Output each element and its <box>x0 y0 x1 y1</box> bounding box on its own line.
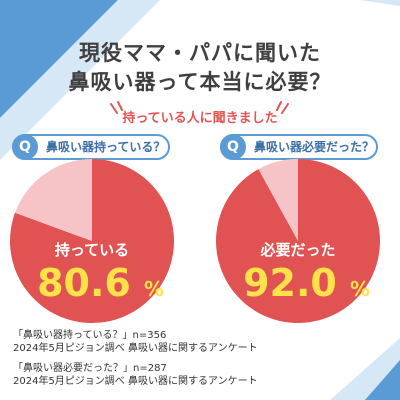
footnote-source-have: 2024年5月ピジョン調べ 鼻吸い器に関するアンケート <box>13 343 258 354</box>
pie-unit-needed: % <box>350 277 370 301</box>
pie-label-have: 持っている <box>55 241 129 259</box>
pie-label-needed: 必要だった <box>259 241 335 259</box>
pie-value-have: 80.6 <box>37 261 131 305</box>
question-text-have: 鼻吸い器持っている？ <box>46 140 166 154</box>
question-pill-have: Q 鼻吸い器持っている？ <box>12 134 170 160</box>
question-text-needed: 鼻吸い器必要だった？ <box>254 140 375 154</box>
pie-slice-main-have <box>9 159 175 324</box>
page-title-line2: 鼻吸い器って本当に必要？ <box>68 70 332 94</box>
question-pill-needed: Q 鼻吸い器必要だった？ <box>220 134 378 160</box>
pie-slice-rest-have <box>15 159 92 241</box>
pie-slice-rest-needed <box>258 159 298 241</box>
pie-unit-have: % <box>144 277 164 301</box>
footnote-n-needed: 「鼻吸い器必要だった？」n=287 <box>13 363 167 374</box>
page-title-line1: 現役ママ・パパに聞いた <box>79 41 321 65</box>
footnote-n-have: 「鼻吸い器持っている？」n=356 <box>13 330 167 341</box>
pie-value-needed: 92.0 <box>243 261 337 305</box>
question-badge: Q <box>12 134 38 160</box>
footnote-source-needed: 2024年5月ピジョン調べ 鼻吸い器に関するアンケート <box>13 376 258 387</box>
page-subtitle: 持っている人に聞きました <box>122 111 278 126</box>
subtitle-divider-dashes <box>110 101 289 114</box>
question-badge: Q <box>220 134 246 160</box>
